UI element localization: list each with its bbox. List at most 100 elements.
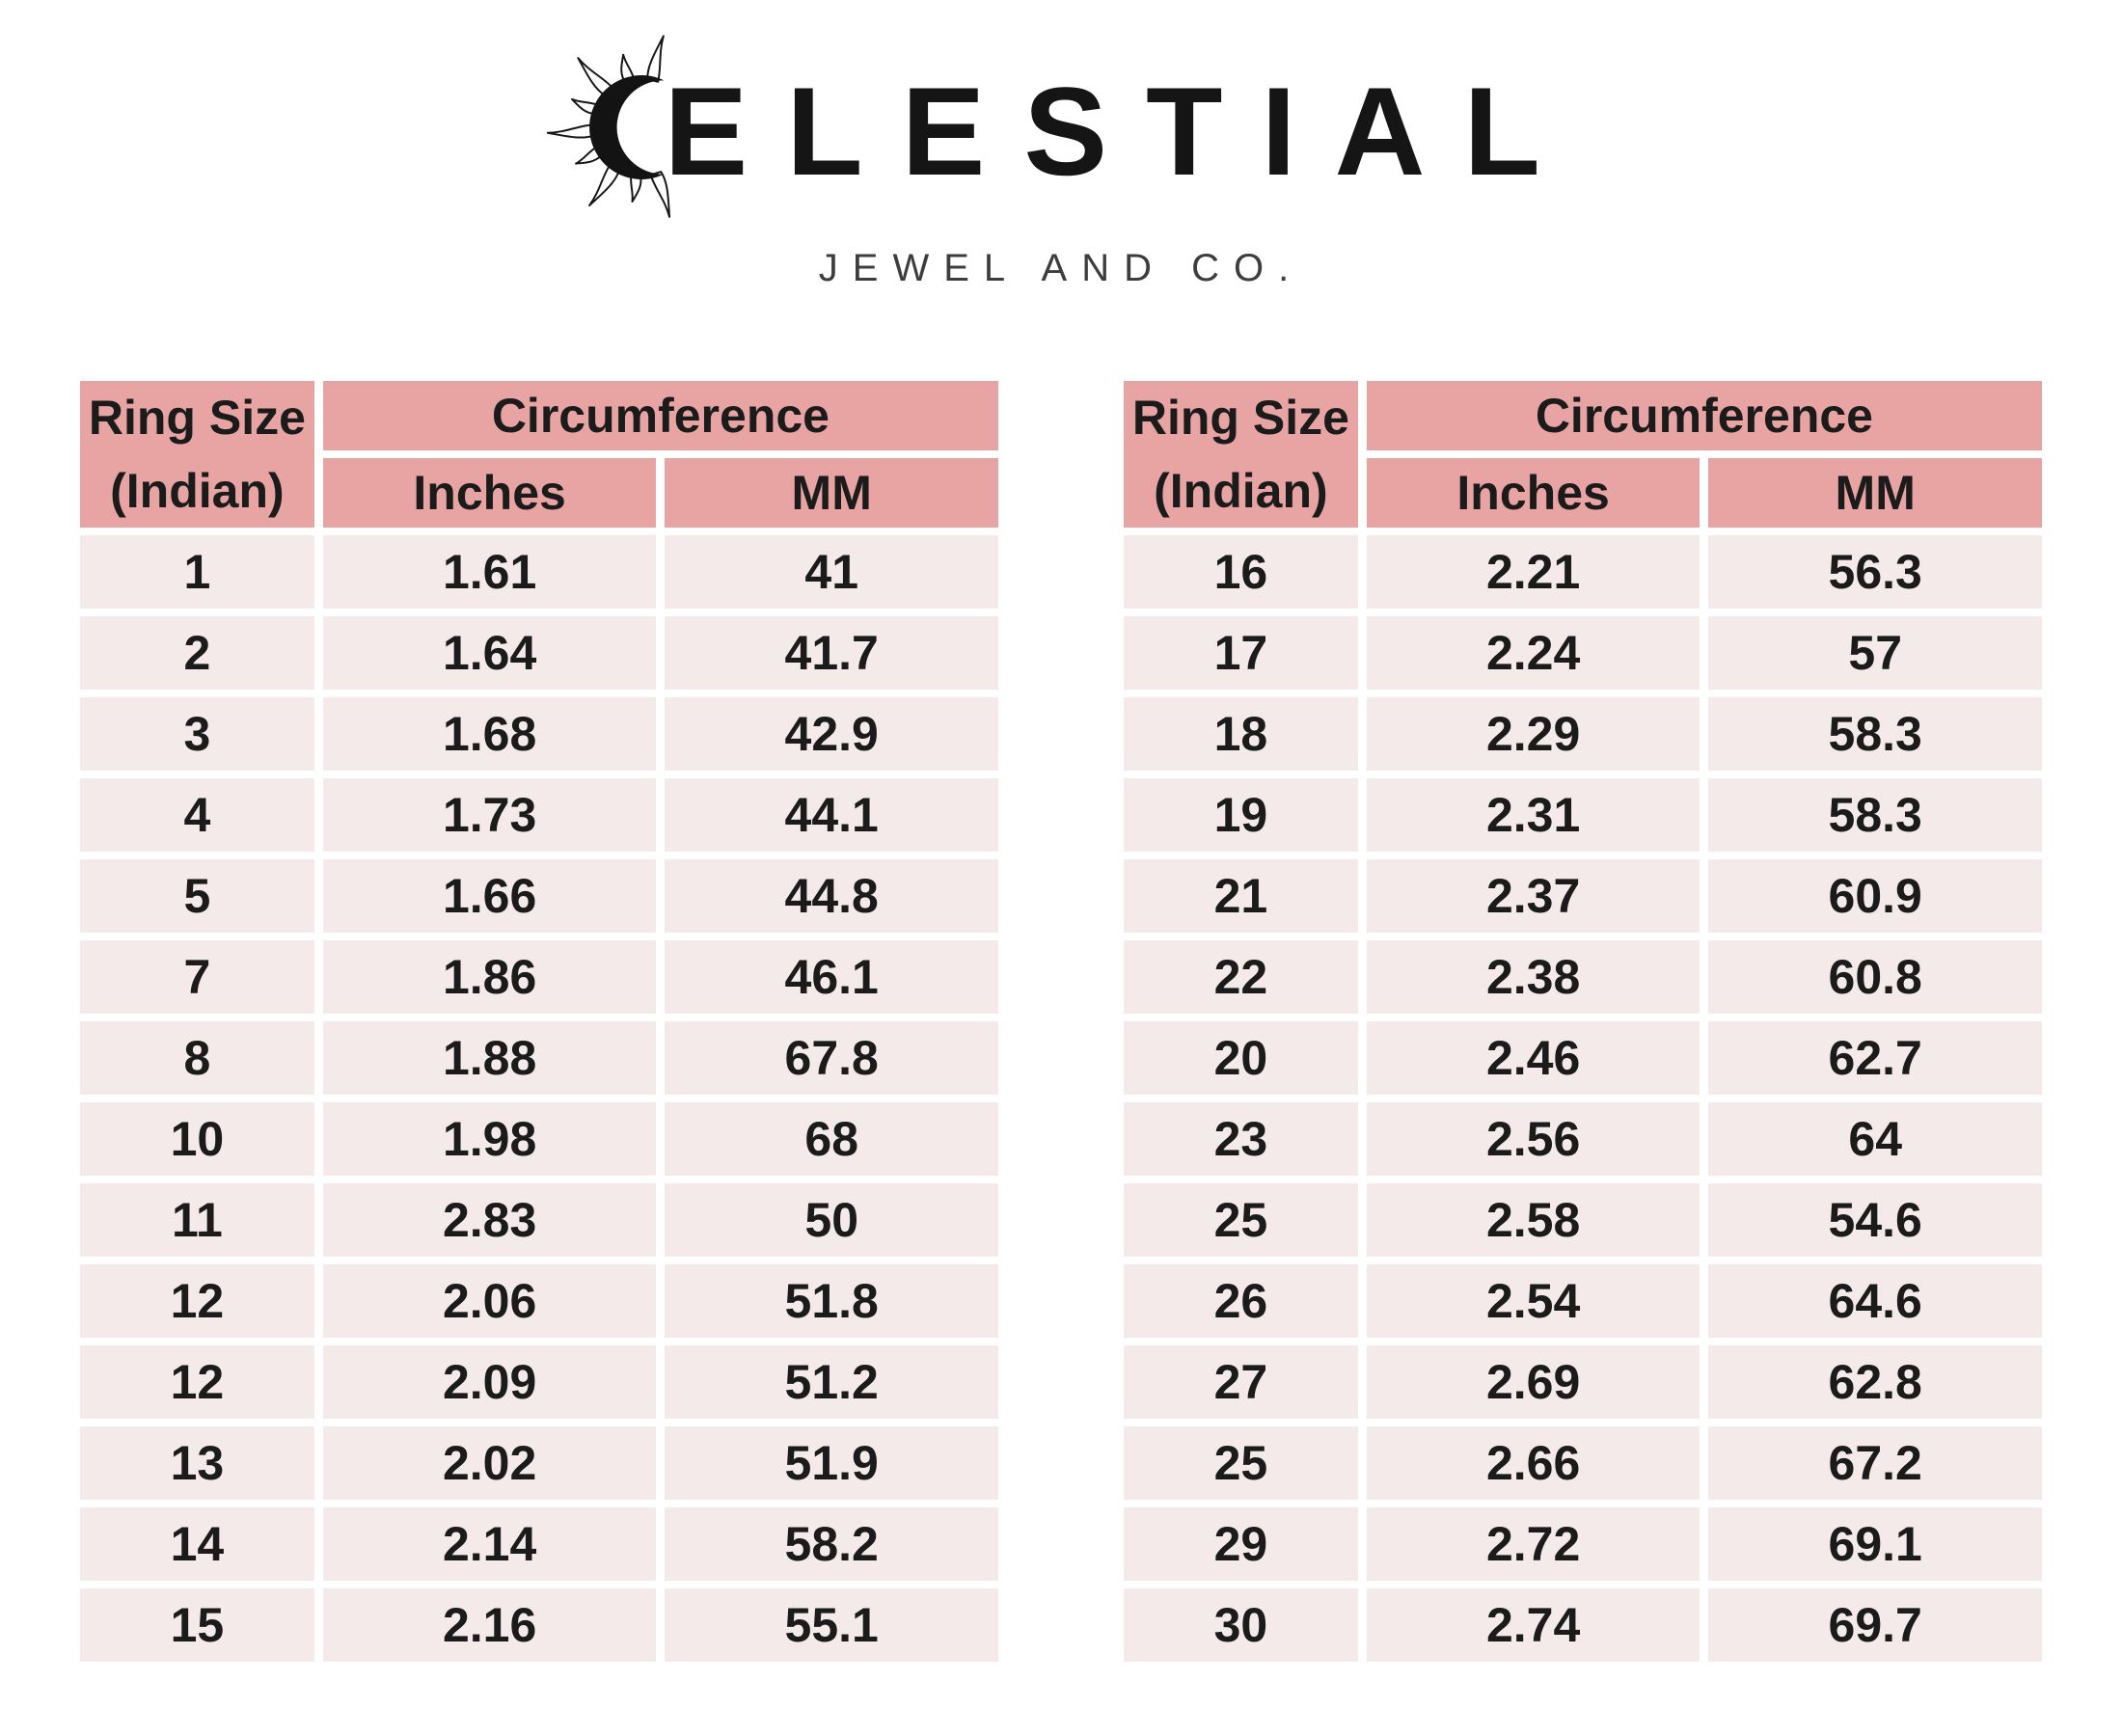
ring-size-cell: 12 <box>80 1264 314 1338</box>
brand-logo: ELESTIAL JEWEL AND CO. <box>0 0 2122 290</box>
mm-cell: 64 <box>1708 1102 2042 1176</box>
ring-size-cell: 27 <box>1124 1345 1358 1419</box>
ring-size-cell: 20 <box>1124 1021 1358 1095</box>
inches-cell: 2.54 <box>1366 1264 1700 1338</box>
table-row: 20 2.46 62.7 <box>1124 1021 2042 1095</box>
mm-cell: 69.1 <box>1708 1507 2042 1581</box>
ring-size-cell: 10 <box>80 1102 314 1176</box>
ring-size-cell: 17 <box>1124 616 1358 690</box>
brand-subtitle: JEWEL AND CO. <box>818 247 1304 289</box>
mm-cell: 41.7 <box>665 616 998 690</box>
table-row: 25 2.66 67.2 <box>1124 1426 2042 1500</box>
table-row: 29 2.72 69.1 <box>1124 1507 2042 1581</box>
inches-cell: 2.14 <box>322 1507 657 1581</box>
table-row: 8 1.88 67.8 <box>80 1021 998 1095</box>
inches-header: Inches <box>1366 458 1700 528</box>
ring-size-cell: 22 <box>1124 940 1358 1014</box>
inches-cell: 1.86 <box>322 940 657 1014</box>
ring-size-header-line2: (Indian) <box>110 464 285 518</box>
table-row: 11 2.83 50 <box>80 1183 998 1257</box>
mm-cell: 42.9 <box>665 697 998 771</box>
mm-cell: 69.7 <box>1708 1588 2042 1662</box>
ring-size-cell: 8 <box>80 1021 314 1095</box>
ring-size-cell: 7 <box>80 940 314 1014</box>
ring-size-cell: 12 <box>80 1345 314 1419</box>
mm-cell: 60.8 <box>1708 940 2042 1014</box>
inches-cell: 2.66 <box>1366 1426 1700 1500</box>
ring-size-header-line1: Ring Size <box>88 391 306 445</box>
inches-cell: 1.98 <box>322 1102 657 1176</box>
table-row: 7 1.86 46.1 <box>80 940 998 1014</box>
ring-size-header: Ring Size (Indian) <box>1124 381 1358 528</box>
inches-cell: 2.69 <box>1366 1345 1700 1419</box>
inches-cell: 2.56 <box>1366 1102 1700 1176</box>
table-row: 12 2.06 51.8 <box>80 1264 998 1338</box>
table-body: 1 1.61 41 2 1.64 41.7 3 1.68 42.9 4 1.73 44.1 5 1.66 4… <box>80 535 998 1662</box>
mm-cell: 68 <box>665 1102 998 1176</box>
mm-cell: 51.9 <box>665 1426 998 1500</box>
circumference-header: Circumference <box>1366 381 2042 450</box>
table-header: Ring Size (Indian) Circumference Inches … <box>1124 381 2042 528</box>
mm-cell: 54.6 <box>1708 1183 2042 1257</box>
table-row: 13 2.02 51.9 <box>80 1426 998 1500</box>
mm-cell: 58.3 <box>1708 697 2042 771</box>
mm-cell: 55.1 <box>665 1588 998 1662</box>
ring-size-header-line1: Ring Size <box>1131 391 1349 445</box>
table-row: 17 2.24 57 <box>1124 616 2042 690</box>
table-row: 25 2.58 54.6 <box>1124 1183 2042 1257</box>
mm-cell: 50 <box>665 1183 998 1257</box>
inches-cell: 2.38 <box>1366 940 1700 1014</box>
inches-cell: 2.72 <box>1366 1507 1700 1581</box>
inches-cell: 1.64 <box>322 616 657 690</box>
ring-size-cell: 21 <box>1124 859 1358 933</box>
table-row: 30 2.74 69.7 <box>1124 1588 2042 1662</box>
mm-cell: 67.2 <box>1708 1426 2042 1500</box>
ring-size-cell: 16 <box>1124 535 1358 609</box>
ring-size-cell: 23 <box>1124 1102 1358 1176</box>
mm-cell: 58.2 <box>665 1507 998 1581</box>
inches-cell: 1.66 <box>322 859 657 933</box>
ring-size-cell: 11 <box>80 1183 314 1257</box>
mm-cell: 44.1 <box>665 778 998 852</box>
ring-size-cell: 30 <box>1124 1588 1358 1662</box>
mm-cell: 41 <box>665 535 998 609</box>
ring-size-header: Ring Size (Indian) <box>80 381 314 528</box>
table-row: 12 2.09 51.2 <box>80 1345 998 1419</box>
table-row: 21 2.37 60.9 <box>1124 859 2042 933</box>
inches-cell: 2.24 <box>1366 616 1700 690</box>
ring-size-cell: 19 <box>1124 778 1358 852</box>
ring-size-cell: 25 <box>1124 1183 1358 1257</box>
inches-cell: 2.46 <box>1366 1021 1700 1095</box>
mm-cell: 51.8 <box>665 1264 998 1338</box>
table-row: 3 1.68 42.9 <box>80 697 998 771</box>
mm-cell: 57 <box>1708 616 2042 690</box>
ring-size-cell: 18 <box>1124 697 1358 771</box>
brand-logo-row: ELESTIAL <box>543 35 1579 224</box>
mm-cell: 56.3 <box>1708 535 2042 609</box>
mm-cell: 44.8 <box>665 859 998 933</box>
inches-cell: 2.16 <box>322 1588 657 1662</box>
inches-cell: 2.06 <box>322 1264 657 1338</box>
mm-cell: 46.1 <box>665 940 998 1014</box>
ring-size-cell: 14 <box>80 1507 314 1581</box>
ring-size-cell: 2 <box>80 616 314 690</box>
inches-cell: 1.68 <box>322 697 657 771</box>
table-row: 4 1.73 44.1 <box>80 778 998 852</box>
ring-size-table-right: Ring Size (Indian) Circumference Inches … <box>1115 373 2051 1669</box>
inches-cell: 2.74 <box>1366 1588 1700 1662</box>
mm-header: MM <box>1708 458 2042 528</box>
ring-size-cell: 26 <box>1124 1264 1358 1338</box>
ring-size-chart-page: ELESTIAL JEWEL AND CO. Ring Size (Indian… <box>0 0 2122 1669</box>
table-row: 2 1.64 41.7 <box>80 616 998 690</box>
inches-header: Inches <box>322 458 657 528</box>
inches-cell: 1.88 <box>322 1021 657 1095</box>
ring-size-cell: 29 <box>1124 1507 1358 1581</box>
table-body: 16 2.21 56.3 17 2.24 57 18 2.29 58.3 19 2.31 58.3 21… <box>1124 535 2042 1662</box>
table-header: Ring Size (Indian) Circumference Inches … <box>80 381 998 528</box>
ring-size-table-left: Ring Size (Indian) Circumference Inches … <box>71 373 1007 1669</box>
table-row: 23 2.56 64 <box>1124 1102 2042 1176</box>
ring-size-cell: 15 <box>80 1588 314 1662</box>
crescent-sun-icon <box>546 35 671 218</box>
ring-size-cell: 25 <box>1124 1426 1358 1500</box>
inches-cell: 2.37 <box>1366 859 1700 933</box>
